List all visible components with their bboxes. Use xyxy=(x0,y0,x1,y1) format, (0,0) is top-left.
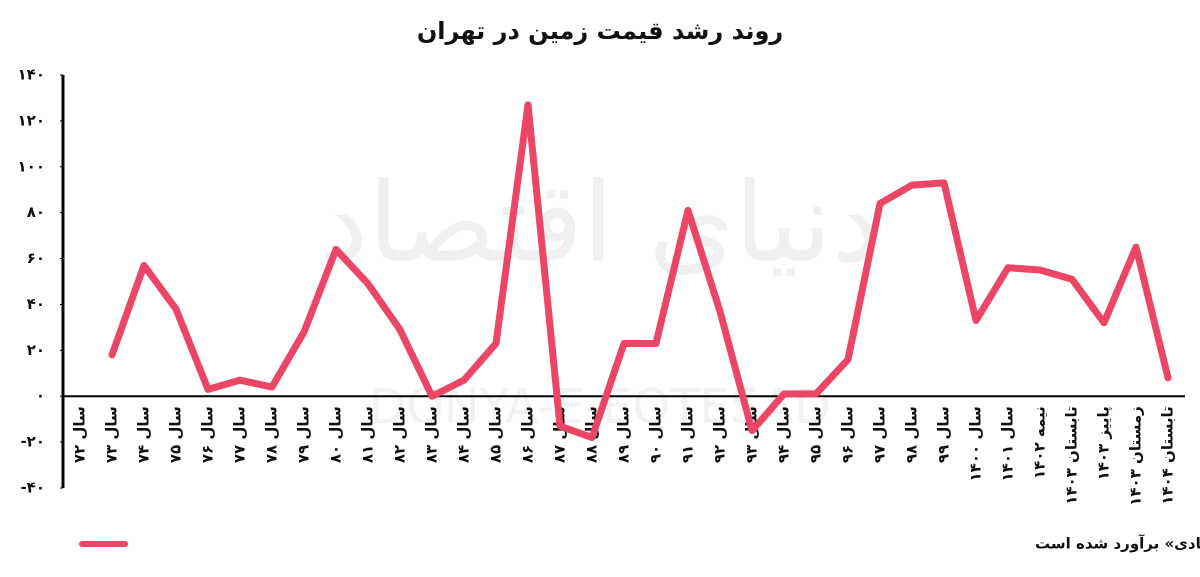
y-tick-label: ۱۴۰ xyxy=(18,66,45,84)
x-tick-label: تابستان ۱۴۰۴ xyxy=(1159,406,1177,505)
y-tick-label: ۶۰ xyxy=(27,249,45,267)
x-tick-label: سال ۱۴۰۰ xyxy=(967,406,985,481)
x-tick-label: سال ۹۴ xyxy=(775,406,793,463)
x-tick-label: سال ۹۱ xyxy=(679,406,697,463)
legend-label: تورم نقطه به نقطه زمین مسکونی (کلنگی) در… xyxy=(1035,535,1200,554)
x-tick-label: سال ۱۴۰۱ xyxy=(999,406,1017,481)
x-tick-label: سال ۸۴ xyxy=(455,406,473,463)
x-tick-label: سال ۸۹ xyxy=(615,406,633,463)
x-tick-label: سال ۹۶ xyxy=(839,406,857,463)
x-tick-label: پاییز ۱۴۰۳ xyxy=(1095,406,1114,480)
x-tick-label: سال ۷۶ xyxy=(199,406,217,463)
x-tick-label: تابستان ۱۴۰۳ xyxy=(1063,406,1081,505)
x-tick-label: سال ۷۵ xyxy=(167,406,185,463)
x-tick-label: سال ۹۸ xyxy=(903,406,921,463)
x-tick-label: سال ۸۰ xyxy=(327,406,345,463)
x-tick-label: سال ۷۹ xyxy=(295,406,313,463)
x-tick-label: سال ۸۶ xyxy=(519,406,537,463)
y-tick-label: -۴۰ xyxy=(20,479,45,497)
x-tick-label: سال ۷۳ xyxy=(103,406,121,463)
x-tick-label: سال ۸۷ xyxy=(551,406,569,463)
x-tick-label: سال ۹۲ xyxy=(711,406,729,463)
x-tick-label: زمستان ۱۴۰۳ xyxy=(1127,406,1145,506)
chart-title: روند رشد قیمت زمین در تهران xyxy=(417,17,783,45)
x-tick-label: سال ۹۰ xyxy=(647,406,665,463)
y-tick-label: ۱۲۰ xyxy=(18,111,45,129)
y-tick-label: ۱۰۰ xyxy=(18,157,45,175)
watermark: دنیای اقتصاد xyxy=(319,158,881,286)
data-line xyxy=(108,101,1172,442)
x-tick-label: سال ۸۲ xyxy=(391,406,409,463)
x-tick-label: سال ۸۳ xyxy=(423,406,441,463)
y-tick-label: ۴۰ xyxy=(27,295,45,313)
y-tick-label: ۲۰ xyxy=(27,341,45,359)
x-tick-label: سال ۷۲ xyxy=(71,406,89,463)
y-tick-label: ۰ xyxy=(36,387,45,405)
x-tick-label: نیمه ۱۴۰۲ xyxy=(1031,406,1049,479)
x-tick-label: سال ۹۵ xyxy=(807,406,825,463)
x-tick-label: سال ۸۵ xyxy=(487,406,505,463)
x-tick-label: سال ۸۱ xyxy=(359,406,377,463)
x-tick-label: سال ۹۹ xyxy=(935,406,953,463)
x-tick-label: سال ۷۸ xyxy=(263,406,281,463)
x-tick-label: سال ۹۷ xyxy=(871,406,889,463)
x-tick-label: سال ۷۴ xyxy=(135,406,153,463)
x-tick-label: سال ۷۷ xyxy=(231,406,249,463)
y-tick-label: ۸۰ xyxy=(27,203,45,221)
y-tick-label: -۲۰ xyxy=(20,433,45,451)
